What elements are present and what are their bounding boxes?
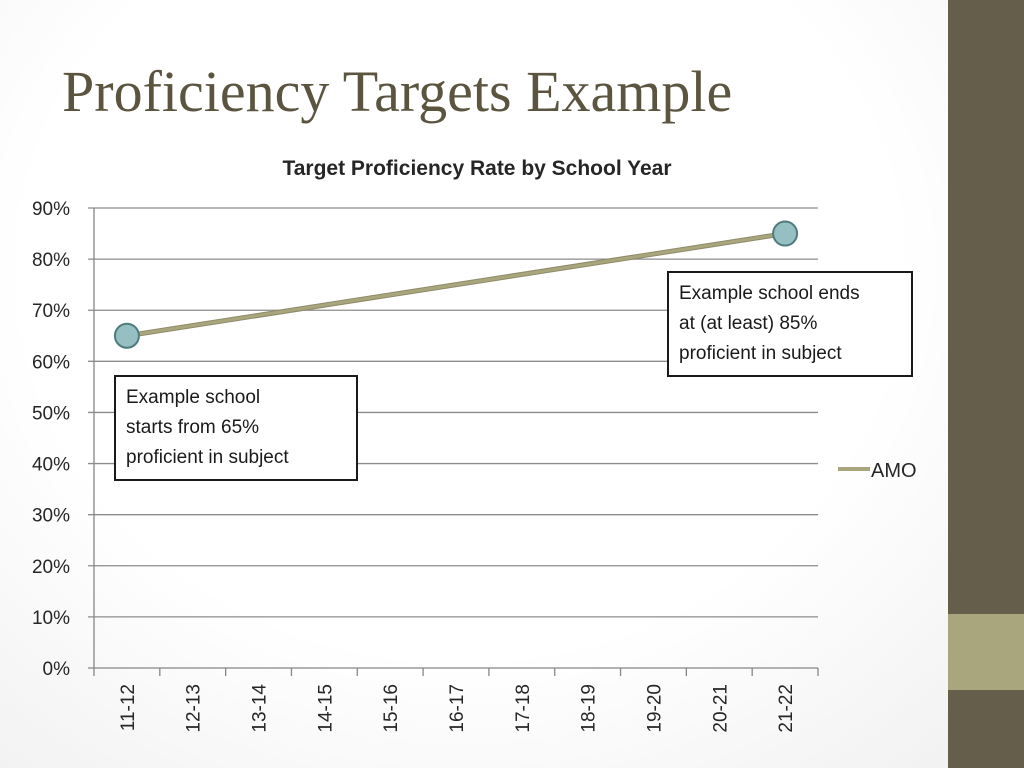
y-tick-label: 40% <box>32 455 70 476</box>
x-tick-label: 16-17 <box>447 684 468 733</box>
legend-label: AMO <box>871 460 917 482</box>
data-point <box>113 322 140 349</box>
x-tick-label: 18-19 <box>579 684 600 733</box>
y-tick-label: 80% <box>32 250 70 271</box>
chart-title: Target Proficiency Rate by School Year <box>282 157 671 180</box>
x-tick-label: 12-13 <box>184 684 205 733</box>
x-tick-label: 21-22 <box>776 684 797 733</box>
y-tick-label: 50% <box>32 403 70 424</box>
slide-title: Proficiency Targets Example <box>62 59 733 124</box>
annotation-start: Example school starts from 65% proficien… <box>114 375 358 481</box>
y-tick-label: 90% <box>32 199 70 220</box>
y-tick-label: 70% <box>32 301 70 322</box>
data-point <box>772 220 799 247</box>
annotation-end: Example school ends at (at least) 85% pr… <box>667 271 913 377</box>
x-tick-label: 15-16 <box>381 684 402 733</box>
y-tick-label: 10% <box>32 608 70 629</box>
x-tick-label: 19-20 <box>644 684 665 733</box>
series-line-amo <box>125 232 787 338</box>
y-tick-label: 20% <box>32 557 70 578</box>
x-tick-label: 13-14 <box>250 684 271 733</box>
y-tick-label: 0% <box>43 659 71 680</box>
decorative-side-accent <box>948 614 1024 690</box>
x-tick-label: 11-12 <box>118 684 139 731</box>
x-tick-label: 17-18 <box>513 684 534 733</box>
y-tick-label: 60% <box>32 352 70 373</box>
x-tick-label: 14-15 <box>315 684 336 733</box>
y-tick-label: 30% <box>32 506 70 527</box>
x-tick-label: 20-21 <box>710 684 731 733</box>
